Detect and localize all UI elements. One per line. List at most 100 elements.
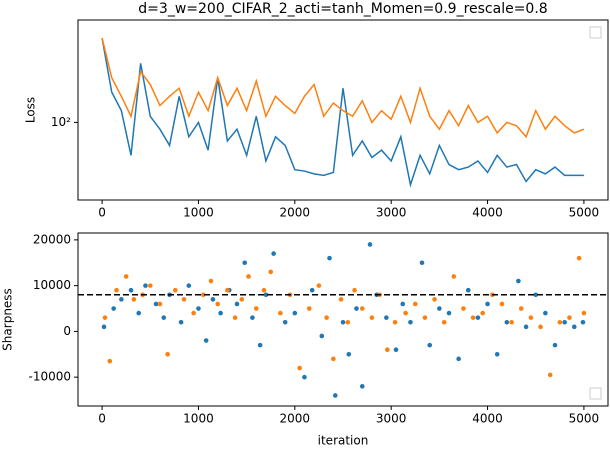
y-tick-label: 10000 [33,278,71,292]
x-axis-label: iteration [318,434,369,448]
y-tick-label: 10² [51,115,71,129]
point [538,324,543,330]
point [533,292,539,298]
x-tick-label: 3000 [376,206,407,220]
point [239,297,245,302]
point [580,319,586,325]
point [408,319,413,325]
point [516,278,521,284]
point [359,306,365,311]
point [385,347,390,353]
point [392,319,398,325]
point [131,297,137,302]
x-tick-label: 5000 [569,206,600,220]
point [147,283,153,288]
point [412,301,418,307]
x-tick-label: 5000 [569,412,600,426]
point [567,315,572,320]
point [562,319,567,325]
point [446,310,452,316]
point [271,251,276,256]
point [332,393,338,398]
point [263,292,269,298]
y-tick-label: -10000 [28,370,71,384]
point [327,255,332,261]
point [499,301,505,307]
point [282,319,288,325]
point [268,269,274,275]
point [552,342,558,348]
point [427,342,433,348]
point [232,315,238,320]
point [261,287,267,293]
point [571,324,577,330]
point [218,310,223,316]
point [480,310,486,316]
x-tick-label: 1000 [183,206,214,220]
point [338,297,344,302]
point [143,283,148,288]
point [369,315,375,320]
point [437,306,442,311]
point [518,306,524,311]
point [157,301,163,307]
point [324,315,329,320]
point [102,315,108,320]
point [178,319,184,325]
point [494,351,500,357]
point [367,242,373,247]
point [210,297,216,302]
point [292,310,298,316]
point [465,287,471,293]
point [475,315,481,320]
point [136,310,142,316]
plot-frame [77,19,609,201]
point [215,301,221,307]
point [278,310,283,316]
point [345,319,351,325]
point [393,347,399,353]
point [128,287,134,293]
point [331,356,336,362]
point [107,358,113,364]
y-axis-label: Sharpness [1,288,15,351]
point [523,324,529,330]
point [441,319,447,325]
x-tick-label: 3000 [376,412,407,426]
point [346,351,352,357]
point [384,315,389,320]
point [253,306,259,311]
point [250,315,255,320]
point [400,301,406,307]
x-tick-label: 2000 [280,206,311,220]
x-tick-label: 4000 [472,206,503,220]
point [470,315,476,320]
point [111,306,116,311]
point [485,301,490,307]
point [352,287,357,293]
point [101,324,107,330]
point [422,315,428,320]
point [297,365,302,371]
point [306,306,312,311]
point [557,319,563,325]
x-tick-label: 1000 [183,412,214,426]
x-tick-label: 2000 [280,412,311,426]
point [547,372,553,378]
point [528,315,534,320]
point [504,319,510,325]
point [208,278,214,284]
point [119,297,124,302]
legend-box [589,387,602,400]
plot-frame [77,232,609,407]
chart-title: d=3_w=200_CIFAR_2_acti=tanh_Momen=0.9_re… [138,1,547,17]
point [203,338,209,343]
point [451,274,457,279]
point [461,306,466,311]
point [359,384,365,389]
point [581,310,587,316]
point [456,356,461,362]
x-tick-label: 0 [98,206,106,220]
point [419,260,425,266]
